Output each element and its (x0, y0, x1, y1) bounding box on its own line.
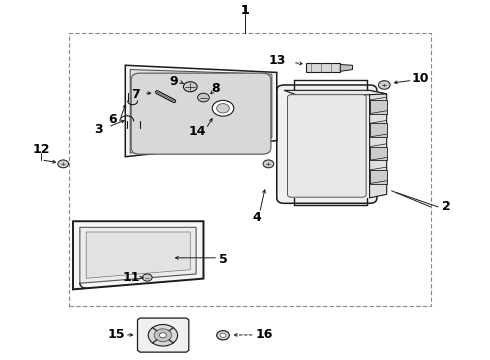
Bar (369, 170, 387, 184)
Circle shape (154, 329, 171, 342)
Circle shape (148, 324, 177, 346)
Text: 7: 7 (131, 88, 140, 101)
Text: 8: 8 (211, 82, 220, 95)
FancyBboxPatch shape (131, 73, 271, 154)
Text: 10: 10 (411, 72, 429, 85)
Polygon shape (369, 90, 387, 198)
Text: 9: 9 (170, 75, 178, 88)
Circle shape (183, 82, 197, 92)
Text: 14: 14 (189, 125, 206, 138)
Circle shape (197, 93, 209, 102)
Text: 15: 15 (108, 328, 125, 341)
Text: 3: 3 (94, 123, 103, 136)
Bar (369, 100, 387, 114)
Circle shape (217, 330, 229, 340)
Circle shape (159, 333, 166, 338)
Circle shape (212, 100, 234, 116)
Polygon shape (86, 232, 190, 278)
Polygon shape (130, 69, 272, 153)
Text: 11: 11 (123, 271, 141, 284)
Circle shape (263, 160, 274, 168)
Circle shape (217, 104, 229, 113)
Circle shape (220, 333, 226, 337)
Text: 2: 2 (442, 201, 451, 213)
Circle shape (143, 274, 152, 281)
Bar (369, 123, 387, 137)
Circle shape (378, 81, 390, 89)
Text: 1: 1 (241, 4, 249, 17)
Polygon shape (80, 227, 196, 283)
Polygon shape (138, 318, 189, 352)
Bar (369, 147, 387, 160)
Bar (69, 33, 431, 306)
FancyBboxPatch shape (288, 95, 366, 197)
Polygon shape (284, 90, 387, 98)
Bar (306, 63, 340, 72)
Text: 13: 13 (268, 54, 286, 67)
FancyBboxPatch shape (277, 85, 377, 203)
Text: 1: 1 (241, 4, 249, 17)
Text: 4: 4 (253, 211, 262, 224)
Text: 6: 6 (108, 113, 117, 126)
Text: 16: 16 (256, 328, 273, 341)
Polygon shape (73, 221, 203, 289)
Text: 5: 5 (219, 253, 227, 266)
Polygon shape (125, 65, 277, 157)
Circle shape (58, 160, 69, 168)
Polygon shape (340, 64, 352, 71)
Text: 12: 12 (32, 143, 50, 156)
